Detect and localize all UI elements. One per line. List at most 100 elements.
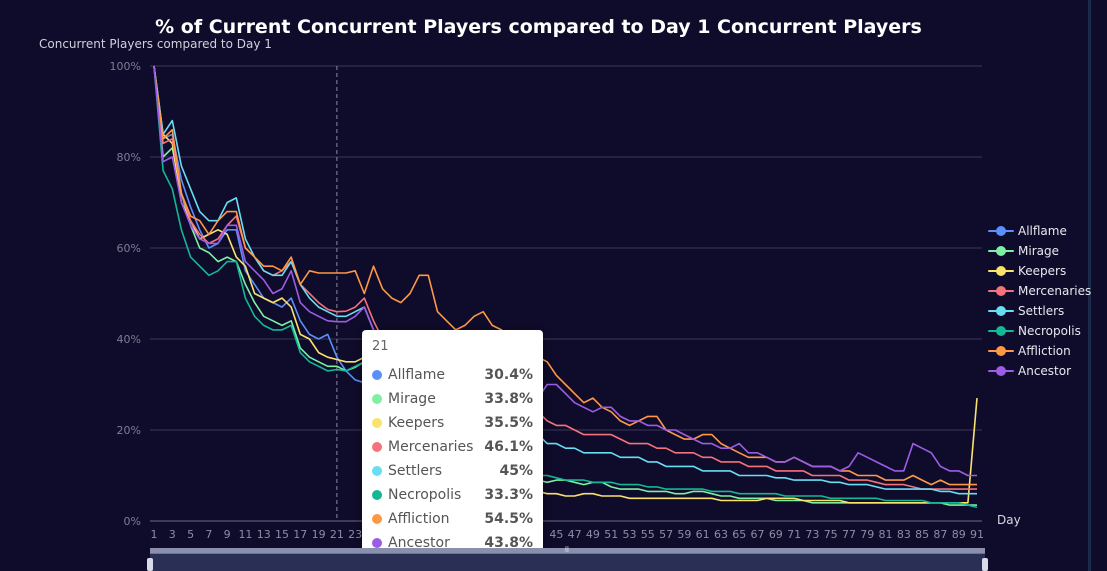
legend-label: Mercenaries bbox=[1018, 284, 1092, 298]
legend-label: Ancestor bbox=[1018, 364, 1072, 378]
x-tick-label: 89 bbox=[952, 528, 966, 541]
tooltip-marker-icon bbox=[372, 490, 382, 500]
legend-item-mercenaries[interactable]: Mercenaries bbox=[988, 281, 1091, 301]
tooltip-series-name: Mercenaries bbox=[388, 439, 474, 455]
x-tick-label: 73 bbox=[805, 528, 819, 541]
y-tick-labels: 0% 20% 40% 60% 80% 100% bbox=[110, 60, 141, 528]
x-tick-label: 81 bbox=[879, 528, 893, 541]
x-tick-label: 3 bbox=[169, 528, 176, 541]
x-tick-label: 19 bbox=[312, 528, 326, 541]
x-tick-label: 45 bbox=[549, 528, 563, 541]
tooltip-marker-icon bbox=[372, 418, 382, 428]
x-tick-label: 87 bbox=[933, 528, 947, 541]
tooltip-row: Necropolis 33.3% bbox=[372, 483, 533, 507]
tooltip-series-name: Allflame bbox=[388, 367, 446, 383]
series-line-mercenaries bbox=[153, 65, 977, 490]
tooltip-series-value: 54.5% bbox=[484, 511, 533, 527]
series-line-keepers bbox=[153, 65, 978, 504]
x-tick-label: 85 bbox=[915, 528, 929, 541]
tooltip-series-value: 33.3% bbox=[484, 487, 533, 503]
zoom-grip-icon[interactable]: ⠿ bbox=[564, 547, 570, 554]
tooltip-series-value: 30.4% bbox=[484, 367, 533, 383]
x-tick-label: 7 bbox=[205, 528, 212, 541]
legend-item-ancestor[interactable]: Ancestor bbox=[988, 361, 1091, 381]
tooltip-day: 21 bbox=[372, 339, 389, 354]
zoom-track bbox=[150, 553, 985, 571]
x-tick-label: 79 bbox=[860, 528, 874, 541]
x-tick-label: 53 bbox=[623, 528, 637, 541]
tooltip-marker-icon bbox=[372, 538, 382, 548]
x-tick-label: 65 bbox=[732, 528, 746, 541]
zoom-bar[interactable] bbox=[150, 548, 985, 553]
x-tick-label: 49 bbox=[586, 528, 600, 541]
series-line-settlers bbox=[153, 65, 977, 495]
y-tick-label: 80% bbox=[117, 151, 141, 164]
y-axis-label: Concurrent Players compared to Day 1 bbox=[39, 37, 272, 51]
tooltip-series-name: Keepers bbox=[388, 415, 445, 431]
series-line-allflame bbox=[153, 65, 365, 384]
legend-item-keepers[interactable]: Keepers bbox=[988, 261, 1091, 281]
legend-label: Mirage bbox=[1018, 244, 1059, 258]
chart-title: % of Current Concurrent Players compared… bbox=[155, 16, 922, 38]
series-line-ancestor bbox=[153, 65, 977, 477]
legend-swatch-icon bbox=[988, 325, 1014, 337]
x-tick-label: 83 bbox=[897, 528, 911, 541]
y-tick-label: 60% bbox=[117, 242, 141, 255]
x-tick-label: 21 bbox=[330, 528, 344, 541]
legend-item-necropolis[interactable]: Necropolis bbox=[988, 321, 1091, 341]
x-tick-labels: 1 3 5 7 9 11 13 15 17 19 21 23 45 47 49 51 53 55 57 59 61 63 6… bbox=[151, 528, 985, 541]
tooltip-marker-icon bbox=[372, 466, 382, 476]
x-tick-label: 13 bbox=[257, 528, 271, 541]
tooltip-marker-icon bbox=[372, 514, 382, 524]
x-tick-label: 51 bbox=[604, 528, 618, 541]
grid-lines bbox=[150, 65, 982, 522]
zoom-handle-left[interactable] bbox=[147, 558, 153, 571]
tooltip-row: Allflame 30.4% bbox=[372, 363, 533, 387]
x-axis-label: Day bbox=[997, 513, 1021, 527]
x-tick-label: 69 bbox=[769, 528, 783, 541]
legend-item-affliction[interactable]: Affliction bbox=[988, 341, 1091, 361]
tooltip-row: Ancestor 43.8% bbox=[372, 531, 533, 555]
tooltip-marker-icon bbox=[372, 370, 382, 380]
tooltip-series-value: 43.8% bbox=[484, 535, 533, 551]
x-tick-label: 11 bbox=[238, 528, 252, 541]
tooltip-row: Mirage 33.8% bbox=[372, 387, 533, 411]
legend-swatch-icon bbox=[988, 285, 1014, 297]
legend-item-settlers[interactable]: Settlers bbox=[988, 301, 1091, 321]
legend-item-allflame[interactable]: Allflame bbox=[988, 221, 1091, 241]
tooltip-series-name: Mirage bbox=[388, 391, 436, 407]
y-tick-label: 20% bbox=[117, 424, 141, 437]
zoom-slider[interactable]: ⠿ bbox=[147, 547, 988, 571]
x-tick-label: 17 bbox=[293, 528, 307, 541]
tooltip-row: Affliction 54.5% bbox=[372, 507, 533, 531]
x-tick-label: 23 bbox=[348, 528, 362, 541]
x-tick-label: 9 bbox=[224, 528, 231, 541]
tooltip-series-name: Necropolis bbox=[388, 487, 462, 503]
x-tick-label: 15 bbox=[275, 528, 289, 541]
legend-label: Settlers bbox=[1018, 304, 1065, 318]
legend-item-mirage[interactable]: Mirage bbox=[988, 241, 1091, 261]
legend-swatch-icon bbox=[988, 365, 1014, 377]
legend-label: Affliction bbox=[1018, 344, 1071, 358]
legend-swatch-icon bbox=[988, 225, 1014, 237]
tooltip-row: Mercenaries 46.1% bbox=[372, 435, 533, 459]
legend-swatch-icon bbox=[988, 305, 1014, 317]
tooltip-row: Settlers 45% bbox=[372, 459, 533, 483]
x-tick-label: 63 bbox=[714, 528, 728, 541]
x-tick-label: 91 bbox=[970, 528, 984, 541]
tooltip-series-value: 33.8% bbox=[484, 391, 533, 407]
y-tick-label: 40% bbox=[117, 333, 141, 346]
tooltip-series-name: Settlers bbox=[388, 463, 443, 479]
tooltip-marker-icon bbox=[372, 394, 382, 404]
tooltip-series-name: Ancestor bbox=[388, 535, 450, 551]
x-tick-label: 61 bbox=[696, 528, 710, 541]
x-tick-label: 55 bbox=[641, 528, 655, 541]
y-tick-label: 100% bbox=[110, 60, 141, 73]
x-tick-label: 75 bbox=[824, 528, 838, 541]
right-edge-bar bbox=[1088, 0, 1091, 571]
x-tick-label: 57 bbox=[659, 528, 673, 541]
zoom-handle-right[interactable] bbox=[982, 558, 988, 571]
tooltip-series-value: 45% bbox=[499, 463, 533, 479]
series-line-necropolis bbox=[153, 65, 978, 509]
